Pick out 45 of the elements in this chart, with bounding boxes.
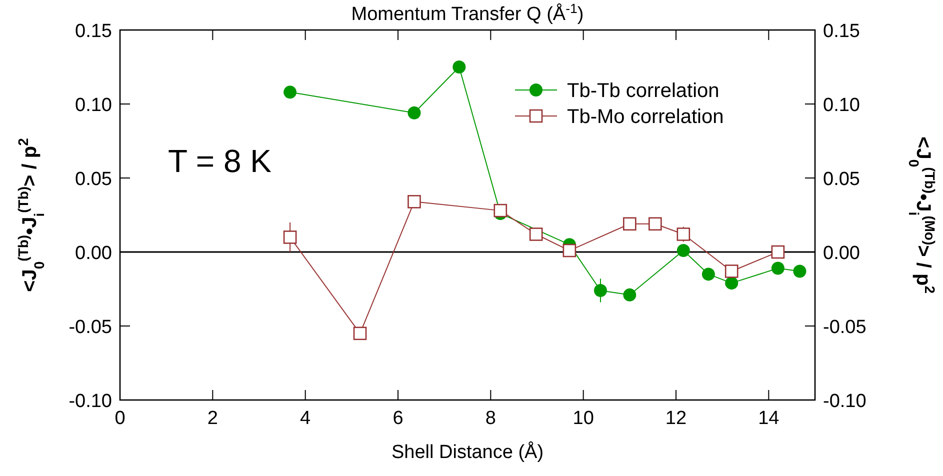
point [594,284,607,297]
legend-label: Tb-Mo correlation [567,106,724,128]
y2-tick-label: -0.10 [823,391,866,412]
y-tick-label: 0.00 [75,243,112,264]
y2-tick-label: 0.10 [823,95,860,116]
x-tick-label: 0 [114,408,126,429]
point [623,288,636,302]
y2-tick-label: 0.00 [823,243,860,264]
point [676,228,690,241]
annotation: T = 8 K [168,143,272,179]
point [725,276,738,290]
legend-label: Tb-Tb correlation [567,80,720,102]
point [562,244,576,258]
point [623,217,636,231]
point [676,244,690,258]
y-tick-label: 0.05 [75,169,112,190]
x-tick-label: 4 [300,408,312,429]
point [771,245,785,259]
x-tick-label: 6 [392,408,404,429]
x-tick-label: 10 [572,408,594,429]
chart-title: Momentum Transfer Q (Å$^{-1}$) [351,0,584,25]
point [724,264,738,278]
point [408,106,421,120]
x-tick-label: 12 [665,408,687,429]
point [702,268,715,281]
y-tick-label: -0.05 [68,317,112,338]
point [284,86,297,99]
point [771,262,784,275]
y-tick-label: 0.10 [75,95,112,116]
x-tick-label: 8 [485,408,496,429]
y-tick-label: -0.10 [68,391,112,412]
y2-tick-label: -0.05 [823,317,866,338]
point [494,204,508,218]
point [793,264,806,278]
y2-tick-label: 0.05 [823,169,860,190]
point [648,217,662,231]
point [353,326,367,340]
point [283,230,297,244]
x-tick-label: 14 [758,408,780,429]
y2-tick-label: 0.15 [823,21,860,42]
point [452,60,466,74]
point [529,228,543,241]
y-tick-label: 0.15 [75,21,112,42]
x-tick-label: 2 [207,408,218,429]
x-axis-title: Shell Distance (Å) [391,441,544,463]
